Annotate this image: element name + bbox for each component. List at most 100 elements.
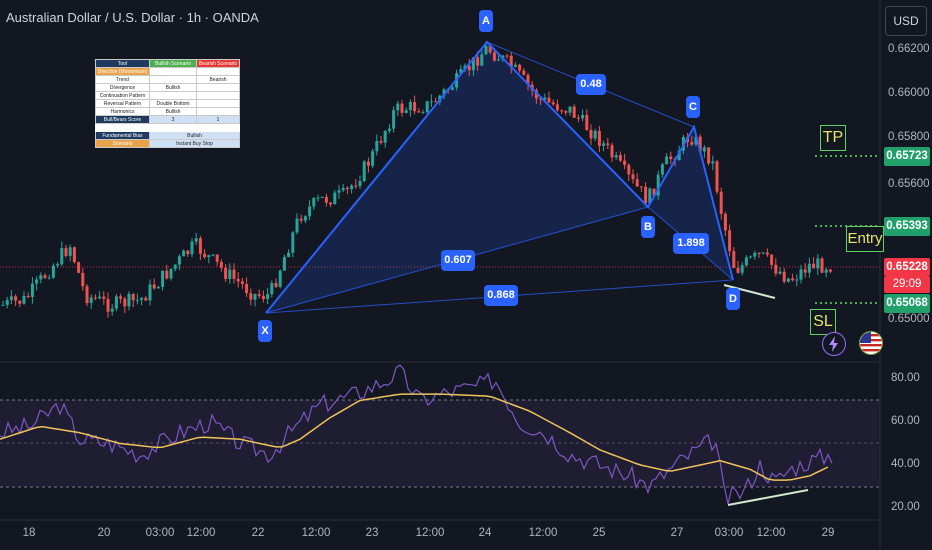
candle-body (765, 252, 769, 255)
candle-body (169, 268, 173, 279)
candle-body (736, 267, 740, 273)
table-row: Tool Bullish Scenario Bearish Scenario (95, 59, 240, 68)
candle-body (165, 270, 169, 279)
candle-body (694, 136, 698, 145)
point-c-label: C (686, 96, 700, 118)
candles-group (1, 41, 832, 318)
candle-body (299, 218, 303, 221)
candle-body (329, 202, 333, 205)
candle-body (324, 196, 328, 203)
bcd-triangle (648, 127, 733, 280)
candle-body (207, 255, 211, 258)
candle-body (371, 151, 375, 166)
candle-body (278, 270, 282, 287)
candle-body (123, 298, 127, 307)
analysis-table: Tool Bullish Scenario Bearish Scenario Dire… (95, 59, 240, 148)
candle-body (744, 257, 748, 266)
candle-body (534, 90, 538, 99)
time-label: 29 (821, 527, 835, 539)
time-label: 18 (22, 527, 36, 539)
candle-body (623, 160, 627, 165)
candle-body (555, 104, 559, 111)
candle-body (715, 161, 719, 192)
candle-body (366, 161, 370, 166)
price-label: 0.66000 (888, 87, 930, 99)
us-flag-icon[interactable] (859, 331, 883, 355)
candle-body (799, 269, 803, 280)
candle-body (228, 269, 232, 279)
ratio-label: 1.898 (673, 233, 709, 254)
candle-body (392, 110, 396, 129)
candle-body (488, 45, 492, 53)
candle-body (345, 187, 349, 190)
table-cell: Instant Buy Stop (149, 139, 240, 148)
price-label: 0.65800 (888, 131, 930, 143)
candle-body (497, 59, 501, 61)
candle-body (786, 278, 790, 282)
candle-body (505, 55, 509, 57)
table-cell (95, 123, 150, 132)
candle-body (484, 45, 488, 55)
table-cell: Bullish (149, 83, 197, 92)
candle-body (77, 262, 81, 273)
candle-body (627, 164, 631, 175)
candle-body (526, 74, 530, 85)
candle-body (282, 257, 286, 271)
candle-body (400, 103, 404, 113)
candle-body (362, 161, 366, 182)
candle-body (421, 112, 425, 114)
candle-body (614, 155, 618, 158)
candle-body (320, 196, 324, 198)
candle-body (518, 64, 522, 71)
table-cell (196, 67, 240, 76)
currency-button[interactable]: USD (885, 6, 927, 36)
candle-body (274, 283, 278, 287)
candle-body (60, 248, 64, 265)
candle-body (291, 232, 295, 253)
candle-body (219, 261, 223, 268)
candle-body (245, 283, 249, 294)
candle-body (639, 186, 643, 188)
candle-body (303, 216, 307, 221)
candle-body (644, 186, 648, 204)
current-price-tag: 0.65228 (884, 258, 930, 276)
candle-body (39, 275, 43, 280)
candle-body (236, 278, 240, 282)
ratio-label: 0.48 (576, 74, 606, 95)
candle-body (429, 101, 433, 103)
time-label: 12:00 (415, 527, 445, 539)
table-row: Bull/Bears Score 3 1 (95, 115, 240, 124)
candle-body (618, 155, 622, 161)
candle-body (106, 298, 110, 312)
candle-body (812, 263, 816, 269)
candle-body (791, 278, 795, 281)
countdown-tag: 29:09 (884, 276, 930, 293)
candle-body (690, 142, 694, 145)
candle-body (450, 87, 454, 90)
candle-body (114, 296, 118, 309)
candle-body (68, 247, 72, 256)
table-cell (149, 123, 197, 132)
candle-body (522, 70, 526, 75)
candle-body (551, 102, 555, 105)
candle-body (85, 286, 89, 304)
candle-body (337, 190, 341, 193)
candle-body (5, 299, 9, 305)
candle-body (606, 143, 610, 146)
lightning-icon[interactable] (822, 332, 846, 356)
candle-body (341, 187, 345, 191)
table-row: Continuation Pattern (95, 91, 240, 100)
candle-body (610, 145, 614, 158)
candle-body (824, 269, 828, 273)
candle-body (425, 101, 429, 113)
candle-body (732, 251, 736, 268)
candle-body (194, 238, 198, 242)
candle-body (224, 267, 228, 279)
candle-body (177, 256, 181, 265)
candle-body (383, 130, 387, 143)
candle-body (240, 281, 244, 284)
table-row: Scenario Instant Buy Stop (95, 139, 240, 148)
price-divergence-line (723, 284, 776, 299)
candle-body (198, 238, 202, 254)
